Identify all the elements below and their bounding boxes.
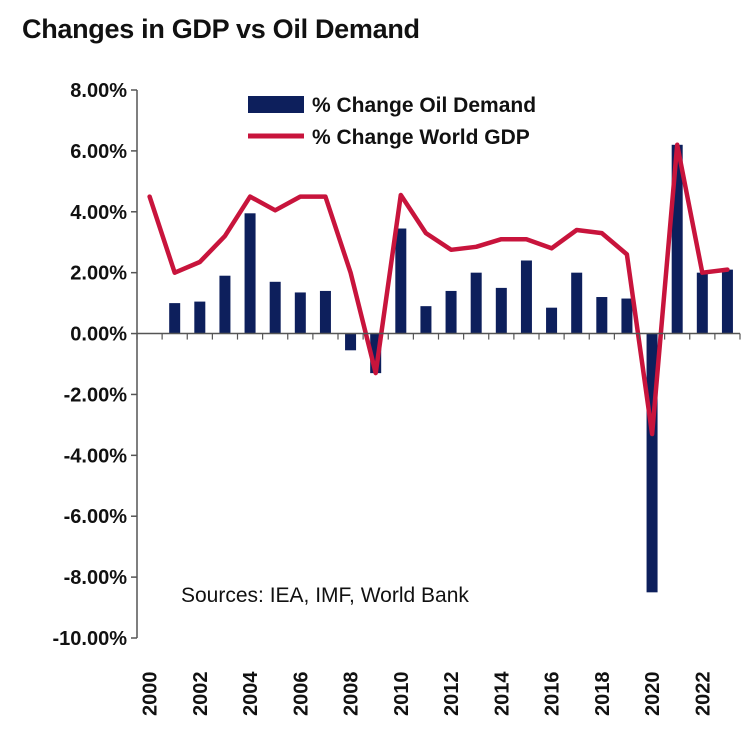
y-tick-label: 0.00% <box>70 324 127 346</box>
y-tick-label: -2.00% <box>64 384 128 406</box>
x-tick-label: 2014 <box>491 671 513 716</box>
oil-demand-bar-2019 <box>621 298 633 334</box>
oil-demand-bar-2001 <box>169 303 181 334</box>
y-tick-label: -8.00% <box>64 567 128 589</box>
oil-demand-bar-2017 <box>571 272 583 334</box>
oil-demand-bar-2008 <box>345 333 357 351</box>
y-axis: 8.00% 6.00% 4.00% 2.00% 0.00% -2.00% -4.00% -6.… <box>53 80 138 650</box>
oil-demand-bar-2010 <box>395 228 407 334</box>
x-axis: 2000 2002 2004 2006 2008 2010 2012 2014 2016 2018… <box>136 332 741 717</box>
oil-demand-bar-2003 <box>219 275 231 334</box>
y-tick-label: 2.00% <box>70 263 127 285</box>
x-tick-label: 2008 <box>341 672 363 717</box>
oil-demand-bar-2006 <box>294 292 306 334</box>
chart-title: Changes in GDP vs Oil Demand <box>22 14 420 44</box>
x-tick-label: 2022 <box>692 672 714 717</box>
y-tick-label: -10.00% <box>53 628 128 650</box>
oil-demand-bar-2012 <box>445 290 457 334</box>
gdp-line-group <box>147 142 730 437</box>
x-tick-label: 2004 <box>240 671 262 716</box>
oil-demand-bar-2022 <box>696 272 708 334</box>
oil-demand-bar-2015 <box>520 260 532 334</box>
y-tick-label: -4.00% <box>64 445 128 467</box>
oil-demand-bar-2011 <box>420 306 432 334</box>
x-tick-label: 2010 <box>391 672 413 717</box>
x-tick-label: 2018 <box>592 672 614 717</box>
oil-demand-bar-2021 <box>671 144 683 334</box>
oil-demand-bar-2023 <box>721 269 733 334</box>
oil-demand-bars <box>169 144 733 593</box>
y-tick-label: -6.00% <box>64 506 128 528</box>
x-tick-label: 2006 <box>290 672 312 717</box>
oil-demand-bar-2018 <box>596 297 608 334</box>
oil-demand-bar-2005 <box>269 281 281 334</box>
legend-oil-demand-label: % Change Oil Demand <box>312 94 536 117</box>
oil-demand-bar-2016 <box>546 307 558 334</box>
world-gdp-line <box>147 142 730 437</box>
oil-demand-bar-2009 <box>370 333 382 374</box>
y-tick-label: 6.00% <box>70 141 127 163</box>
x-tick-label: 2012 <box>441 672 463 717</box>
sources-annotation: Sources: IEA, IMF, World Bank <box>181 584 469 607</box>
oil-demand-bar-2007 <box>319 290 331 334</box>
oil-demand-bar-2020 <box>646 333 658 593</box>
oil-demand-bar-2002 <box>194 301 206 334</box>
oil-demand-bar-2014 <box>495 287 507 334</box>
oil-demand-bar-2013 <box>470 272 482 334</box>
legend: % Change Oil Demand % Change World GDP <box>248 94 536 149</box>
y-tick-label: 8.00% <box>70 80 127 102</box>
y-tick-label: 4.00% <box>70 202 127 224</box>
x-tick-label: 2020 <box>642 672 664 717</box>
legend-world-gdp-label: % Change World GDP <box>312 126 530 149</box>
oil-demand-bar-2004 <box>244 213 256 334</box>
legend-oil-demand-swatch <box>248 96 304 113</box>
x-tick-label: 2016 <box>542 672 564 717</box>
x-tick-label: 2000 <box>140 672 162 717</box>
x-tick-label: 2002 <box>190 672 212 717</box>
